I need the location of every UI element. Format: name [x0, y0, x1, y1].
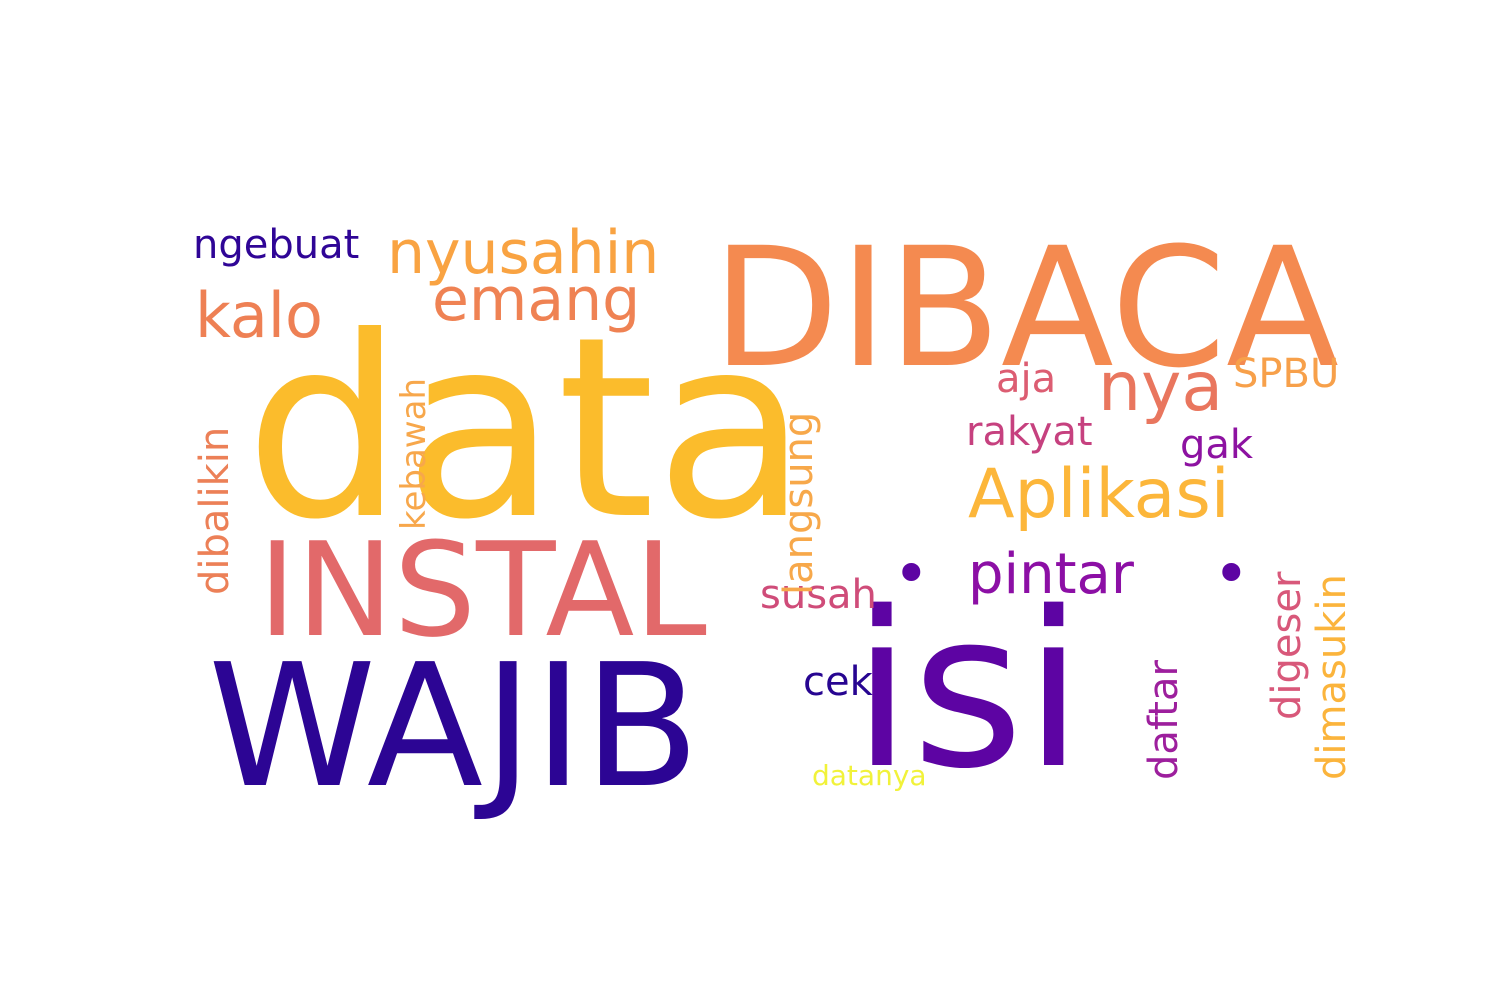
word-digeser: digeser: [1264, 571, 1310, 720]
word-gak: gak: [1180, 422, 1254, 468]
word-kebawah: kebawah: [394, 378, 434, 530]
word-nya: nya: [1098, 348, 1223, 427]
word-datanya: datanya: [812, 759, 927, 792]
word-daftar: daftar: [1141, 660, 1187, 780]
word-bullet-right: •: [1213, 537, 1250, 610]
word-kalo: kalo: [195, 279, 323, 352]
word-aplikasi: Aplikasi: [968, 455, 1230, 534]
word-ngebuat: ngebuat: [193, 222, 359, 268]
word-cek: cek: [803, 659, 874, 705]
word-wajib: WAJIB: [208, 628, 700, 826]
word-bullet-left: •: [893, 537, 930, 610]
word-susah: susah: [760, 572, 877, 618]
word-dibalikin: dibalikin: [192, 427, 238, 595]
word-nyusahin: nyusahin: [387, 218, 659, 288]
word-pintar: pintar: [968, 542, 1135, 607]
word-aja: aja: [996, 356, 1056, 402]
word-isi: isi: [852, 565, 1083, 816]
word-emang: emang: [432, 265, 640, 335]
word-rakyat: rakyat: [966, 409, 1093, 455]
word-dimasukin: dimasukin: [1309, 574, 1355, 780]
word-spbu: SPBU: [1233, 351, 1339, 397]
word-dibaca: DIBACA: [712, 212, 1339, 404]
word-data: data: [245, 283, 808, 574]
word-langsung: langsung: [776, 412, 822, 595]
word-instal: INSTAL: [258, 514, 707, 666]
